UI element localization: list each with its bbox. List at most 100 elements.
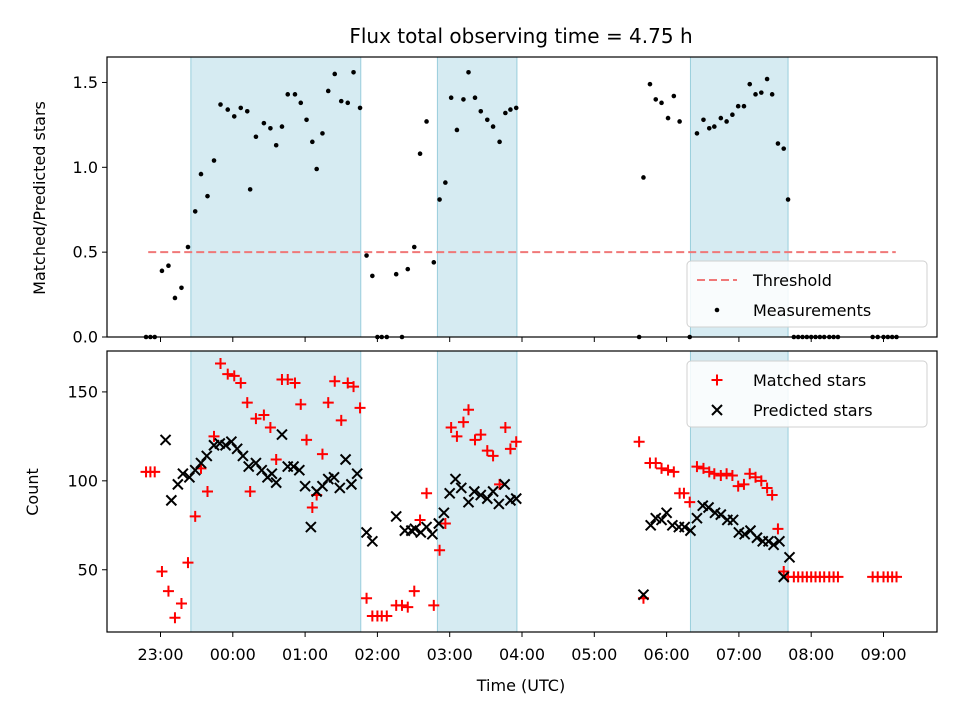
matched-star-point bbox=[726, 469, 738, 481]
matched-star-point bbox=[396, 599, 408, 611]
measurement-point bbox=[769, 92, 775, 97]
measurement-point bbox=[332, 71, 338, 77]
predicted-star-point bbox=[644, 519, 657, 531]
bottom-legend-label: Matched stars bbox=[753, 371, 866, 390]
predicted-star-point bbox=[691, 512, 703, 524]
top-y-tick-label: 0.0 bbox=[73, 328, 98, 347]
top-y-tick-label: 1.0 bbox=[73, 158, 98, 177]
matched-star-point bbox=[766, 489, 778, 501]
measurement-point bbox=[490, 124, 496, 129]
measurement-point bbox=[218, 102, 223, 107]
matched-star-point bbox=[633, 436, 645, 448]
measurement-point bbox=[370, 273, 375, 279]
measurement-point bbox=[179, 285, 184, 291]
measurement-point bbox=[411, 244, 417, 250]
measurement-point bbox=[785, 197, 791, 202]
predicted-star-point bbox=[270, 476, 282, 489]
predicted-star-point bbox=[449, 473, 462, 485]
measurement-point bbox=[192, 209, 198, 214]
predicted-star-point bbox=[165, 494, 178, 507]
predicted-star-point bbox=[462, 496, 475, 508]
predicted-star-point bbox=[510, 492, 522, 505]
top-shaded-interval-1 bbox=[436, 56, 518, 338]
legend-predicted-swatch bbox=[711, 404, 723, 416]
matched-star-point bbox=[650, 457, 662, 469]
matched-star-point bbox=[439, 518, 451, 530]
measurement-point bbox=[238, 105, 244, 111]
predicted-star-point bbox=[468, 485, 480, 498]
matched-star-point bbox=[182, 557, 194, 569]
matched-star-point bbox=[744, 468, 756, 480]
x-tick-label: 09:00 bbox=[860, 645, 906, 664]
matched-star-point bbox=[354, 402, 366, 414]
predicted-star-point bbox=[299, 480, 311, 492]
bottom-legend bbox=[686, 360, 928, 428]
x-tick-label: 02:00 bbox=[354, 645, 400, 664]
matched-star-point bbox=[189, 510, 201, 522]
measurement-point bbox=[701, 117, 706, 123]
matched-star-point bbox=[241, 397, 253, 409]
matched-star-point bbox=[301, 434, 313, 446]
matched-star-point bbox=[329, 375, 341, 387]
predicted-star-point bbox=[219, 439, 232, 451]
predicted-star-point bbox=[159, 434, 172, 446]
predicted-star-point bbox=[360, 526, 373, 539]
measurement-point bbox=[345, 100, 351, 106]
matched-star-point bbox=[156, 566, 168, 578]
measurement-point bbox=[285, 92, 291, 97]
measurement-point bbox=[364, 253, 369, 258]
measurement-point bbox=[747, 81, 753, 87]
measurement-point bbox=[320, 131, 325, 136]
predicted-star-point bbox=[293, 464, 306, 476]
measurement-point bbox=[497, 139, 502, 145]
measurement-point bbox=[431, 260, 437, 265]
matched-star-point bbox=[691, 461, 703, 473]
predicted-star-point bbox=[433, 517, 445, 530]
measurement-point bbox=[325, 88, 331, 94]
measurement-point bbox=[298, 100, 304, 106]
matched-star-point bbox=[264, 421, 276, 433]
matched-star-point bbox=[228, 370, 240, 382]
matched-star-point bbox=[761, 482, 773, 494]
top-legend-label: Measurements bbox=[753, 301, 871, 320]
matched-star-point bbox=[457, 416, 469, 428]
measurement-point bbox=[659, 100, 664, 106]
measurement-point bbox=[706, 125, 712, 131]
predicted-star-point bbox=[177, 468, 189, 480]
matched-star-point bbox=[481, 445, 493, 457]
predicted-star-point bbox=[172, 478, 184, 491]
x-tick-label: 04:00 bbox=[499, 645, 545, 664]
matched-star-point bbox=[402, 601, 414, 613]
matched-star-point bbox=[335, 414, 347, 426]
matched-star-point bbox=[475, 429, 487, 441]
measurement-point bbox=[513, 105, 519, 111]
measurement-point bbox=[424, 119, 429, 124]
measurement-point bbox=[268, 125, 273, 131]
matched-star-point bbox=[721, 468, 733, 480]
matched-star-point bbox=[738, 478, 750, 490]
measurement-point bbox=[461, 97, 466, 102]
predicted-star-point bbox=[773, 535, 786, 548]
predicted-star-point bbox=[443, 487, 456, 499]
predicted-star-point bbox=[366, 535, 379, 548]
measurement-point bbox=[466, 69, 471, 75]
measurement-point bbox=[472, 95, 478, 101]
top-y-tick-label: 0.5 bbox=[73, 243, 98, 262]
matched-star-point bbox=[434, 544, 446, 556]
predicted-star-point bbox=[242, 460, 255, 473]
predicted-star-point bbox=[738, 528, 751, 540]
x-tick-label: 05:00 bbox=[571, 645, 617, 664]
matched-star-point bbox=[703, 466, 715, 478]
matched-star-point bbox=[662, 464, 674, 476]
x-tick-label: 23:00 bbox=[137, 645, 183, 664]
predicted-star-point bbox=[666, 519, 679, 531]
x-tick-label: 01:00 bbox=[282, 645, 328, 664]
matched-star-point bbox=[487, 450, 499, 462]
matched-star-point bbox=[289, 377, 301, 389]
matched-star-point bbox=[421, 487, 433, 499]
measurement-point bbox=[724, 119, 729, 124]
measurement-point bbox=[741, 103, 747, 109]
measurement-point bbox=[712, 124, 717, 129]
measurement-point bbox=[351, 69, 356, 75]
top-legend bbox=[686, 260, 928, 328]
